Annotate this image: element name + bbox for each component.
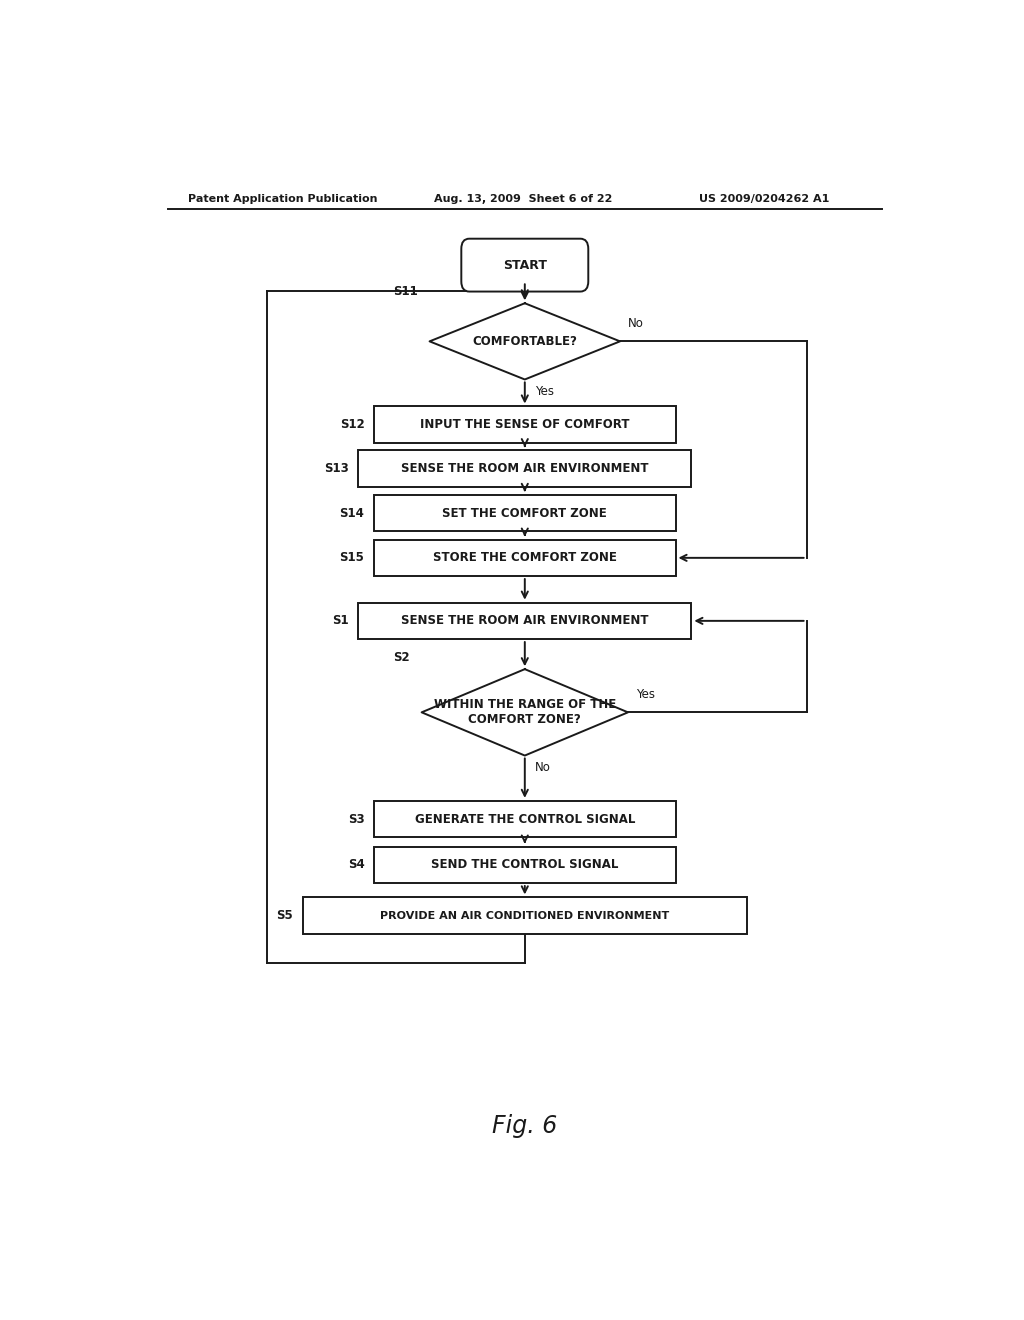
Text: No: No	[536, 762, 551, 775]
Bar	[374, 540, 676, 576]
Text: No: No	[628, 317, 644, 330]
Text: S12: S12	[340, 418, 365, 432]
Text: SENSE THE ROOM AIR ENVIRONMENT: SENSE THE ROOM AIR ENVIRONMENT	[401, 462, 648, 475]
Text: US 2009/0204262 A1: US 2009/0204262 A1	[699, 194, 829, 205]
Text: S2: S2	[393, 651, 410, 664]
Text: Fig. 6: Fig. 6	[493, 1114, 557, 1138]
Text: S4: S4	[348, 858, 365, 871]
Text: S11: S11	[393, 285, 418, 298]
Text: INPUT THE SENSE OF COMFORT: INPUT THE SENSE OF COMFORT	[420, 418, 630, 432]
Text: S15: S15	[340, 552, 365, 565]
Text: S5: S5	[276, 909, 293, 923]
Text: Patent Application Publication: Patent Application Publication	[187, 194, 377, 205]
Text: GENERATE THE CONTROL SIGNAL: GENERATE THE CONTROL SIGNAL	[415, 813, 635, 825]
Text: Aug. 13, 2009  Sheet 6 of 22: Aug. 13, 2009 Sheet 6 of 22	[433, 194, 612, 205]
Text: PROVIDE AN AIR CONDITIONED ENVIRONMENT: PROVIDE AN AIR CONDITIONED ENVIRONMENT	[380, 911, 670, 920]
Text: SENSE THE ROOM AIR ENVIRONMENT: SENSE THE ROOM AIR ENVIRONMENT	[401, 614, 648, 627]
Bar	[358, 602, 691, 639]
Bar	[374, 801, 676, 837]
Bar	[303, 898, 748, 935]
Text: S1: S1	[332, 614, 348, 627]
Text: COMFORTABLE?: COMFORTABLE?	[472, 335, 578, 348]
Text: START: START	[503, 259, 547, 272]
Text: S3: S3	[348, 813, 365, 825]
Text: S14: S14	[340, 507, 365, 520]
Bar	[374, 495, 676, 532]
Text: STORE THE COMFORT ZONE: STORE THE COMFORT ZONE	[433, 552, 616, 565]
FancyBboxPatch shape	[461, 239, 588, 292]
Bar	[358, 450, 691, 487]
Text: S13: S13	[324, 462, 348, 475]
Text: Yes: Yes	[536, 385, 554, 399]
Bar	[374, 846, 676, 883]
Text: SEND THE CONTROL SIGNAL: SEND THE CONTROL SIGNAL	[431, 858, 618, 871]
Text: SET THE COMFORT ZONE: SET THE COMFORT ZONE	[442, 507, 607, 520]
Bar	[374, 407, 676, 444]
Text: WITHIN THE RANGE OF THE
COMFORT ZONE?: WITHIN THE RANGE OF THE COMFORT ZONE?	[434, 698, 615, 726]
Text: Yes: Yes	[636, 688, 655, 701]
